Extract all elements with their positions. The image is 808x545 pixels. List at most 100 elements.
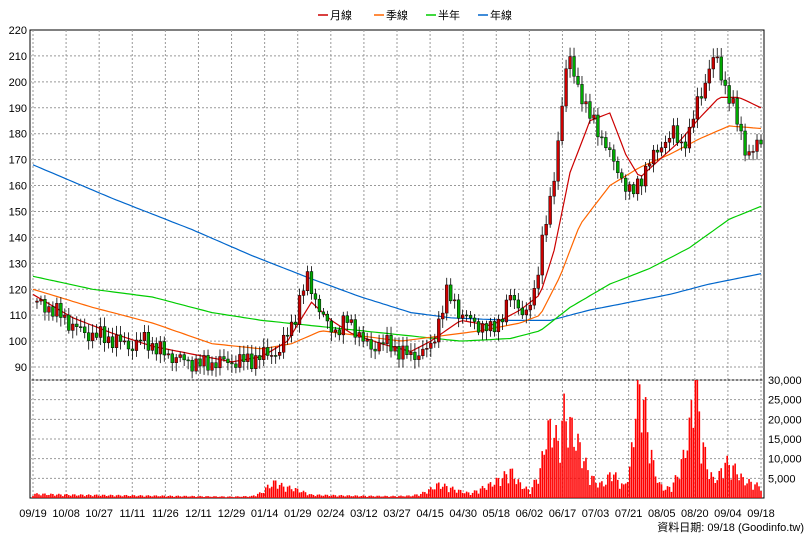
candle-body	[234, 363, 238, 368]
candle	[321, 307, 326, 318]
candle-body	[647, 163, 652, 167]
candle-body	[154, 343, 158, 355]
candle-body	[679, 141, 684, 144]
candle	[106, 327, 111, 349]
x-tick-label: 07/03	[582, 508, 610, 520]
candle	[174, 353, 178, 372]
volume-bar	[445, 486, 448, 498]
volume-bar	[195, 496, 197, 498]
volume-bar	[42, 493, 44, 498]
x-tick-label: 10/27	[85, 508, 113, 520]
candle-body	[691, 118, 696, 128]
volume-bar	[471, 492, 474, 498]
candle-body	[289, 321, 294, 336]
candle	[333, 326, 337, 338]
volume-bar	[563, 393, 565, 498]
candle	[699, 87, 703, 106]
volume-bar	[601, 481, 603, 498]
volume-bar	[680, 459, 683, 498]
candle	[584, 93, 588, 113]
candle	[114, 325, 119, 357]
volume-bar	[738, 480, 740, 498]
candle	[150, 336, 154, 355]
candle-body	[51, 306, 55, 317]
volume-bar	[481, 485, 484, 498]
volume-bar	[684, 457, 687, 498]
candle	[393, 337, 397, 356]
volume-bar	[159, 496, 162, 498]
candle-body	[711, 57, 715, 70]
volume-bar	[517, 479, 520, 498]
candle	[488, 317, 493, 337]
volume-bar	[607, 474, 609, 498]
volume-bar	[223, 496, 225, 498]
volume-bar	[97, 495, 100, 498]
candle	[643, 162, 648, 193]
volume-bar	[692, 427, 695, 498]
volume-bar	[595, 482, 597, 498]
candle	[397, 337, 401, 368]
price-tick-label: 160	[9, 181, 27, 193]
volume-bar	[68, 495, 70, 498]
candle	[158, 335, 162, 364]
candle-body	[488, 321, 493, 332]
candle	[293, 314, 298, 329]
volume-bar	[457, 489, 460, 498]
volume-bar	[115, 495, 118, 498]
candle-body	[118, 334, 123, 342]
candle-body	[651, 149, 656, 165]
candle	[556, 131, 560, 190]
volume-bar	[71, 494, 74, 498]
volume-bar	[525, 486, 528, 498]
volume-bar	[521, 489, 524, 498]
candle	[301, 284, 306, 305]
candle	[632, 181, 636, 198]
volume-bar	[225, 497, 227, 498]
volume-bar	[185, 495, 187, 498]
candle	[230, 354, 234, 373]
volume-bar	[529, 494, 532, 498]
volume-bar	[581, 468, 583, 498]
candle	[162, 336, 166, 362]
candle	[126, 332, 131, 357]
price-tick-label: 200	[9, 77, 27, 89]
candle-body	[536, 274, 540, 289]
volume-bar	[32, 495, 34, 498]
candle	[154, 337, 158, 361]
candle-body	[524, 309, 528, 316]
volume-bar	[338, 495, 341, 498]
volume-tick-label: 30,000	[768, 375, 802, 387]
candle	[655, 144, 660, 161]
candle-body	[596, 114, 600, 138]
volume-bar	[241, 496, 243, 498]
candle	[110, 327, 115, 353]
price-plot-frame	[29, 29, 765, 381]
volume-bar	[432, 489, 434, 498]
volume-bar	[298, 492, 301, 498]
candle-body	[341, 315, 345, 336]
volume-tick-label: 25,000	[768, 395, 802, 407]
volume-bar	[310, 494, 313, 498]
candle	[588, 93, 592, 124]
volume-bar	[656, 482, 659, 498]
volume-bar	[264, 487, 267, 498]
candle	[739, 116, 743, 141]
volume-bar	[477, 493, 480, 498]
candle-body	[429, 342, 433, 349]
volume-bar	[605, 484, 607, 498]
volume-bar	[648, 463, 651, 498]
volume-bar	[666, 486, 669, 498]
volume-bar	[127, 495, 130, 498]
volume-bar	[632, 447, 635, 498]
candle	[600, 130, 604, 146]
candle	[178, 351, 182, 363]
volume-bar	[702, 442, 705, 498]
candle-body	[564, 68, 568, 107]
volume-bar	[266, 484, 269, 498]
volume-bar	[54, 495, 56, 498]
volume-bar	[171, 495, 174, 498]
candle	[437, 311, 441, 348]
volume-bar	[487, 483, 490, 498]
volume-bar	[139, 495, 142, 498]
candle	[552, 172, 556, 205]
